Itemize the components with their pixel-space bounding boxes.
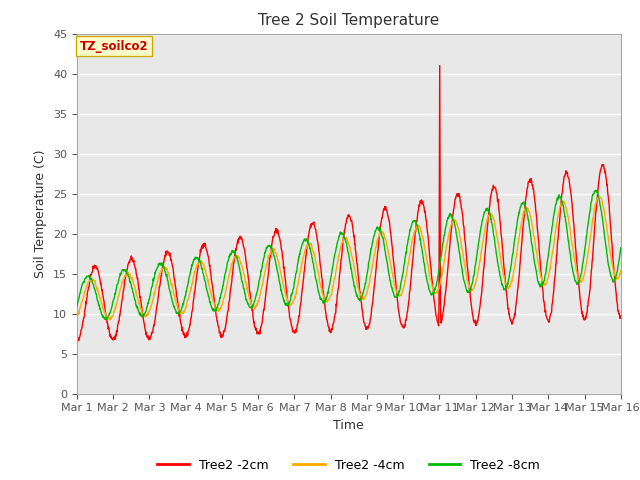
Title: Tree 2 Soil Temperature: Tree 2 Soil Temperature (258, 13, 440, 28)
Tree2 -4cm (553, 221, 561, 227)
Tree2 -2cm (434, 318, 442, 324)
Line: Tree2 -2cm: Tree2 -2cm (77, 66, 621, 341)
Tree2 -2cm (74, 338, 81, 344)
Tree2 -4cm (617, 267, 625, 273)
Tree2 -2cm (73, 336, 81, 342)
Tree2 -8cm (434, 276, 442, 282)
Tree2 -4cm (73, 314, 81, 320)
Text: TZ_soilco2: TZ_soilco2 (79, 40, 148, 53)
Tree2 -8cm (195, 255, 202, 261)
Tree2 -4cm (595, 193, 603, 199)
Tree2 -4cm (255, 296, 263, 302)
Tree2 -4cm (195, 261, 202, 266)
Line: Tree2 -4cm: Tree2 -4cm (77, 196, 621, 320)
Tree2 -2cm (553, 252, 561, 258)
Tree2 -2cm (195, 263, 202, 269)
Tree2 -4cm (106, 317, 114, 323)
Tree2 -2cm (436, 63, 444, 69)
Line: Tree2 -8cm: Tree2 -8cm (77, 190, 621, 320)
Tree2 -8cm (505, 277, 513, 283)
Tree2 -2cm (255, 331, 263, 337)
X-axis label: Time: Time (333, 419, 364, 432)
Tree2 -2cm (505, 312, 513, 317)
Tree2 -4cm (181, 306, 189, 312)
Tree2 -8cm (255, 278, 263, 284)
Tree2 -8cm (553, 199, 561, 204)
Tree2 -8cm (73, 303, 81, 309)
Y-axis label: Soil Temperature (C): Soil Temperature (C) (35, 149, 47, 278)
Tree2 -4cm (505, 284, 513, 290)
Legend: Tree2 -2cm, Tree2 -4cm, Tree2 -8cm: Tree2 -2cm, Tree2 -4cm, Tree2 -8cm (152, 454, 545, 477)
Tree2 -8cm (592, 187, 600, 193)
Tree2 -8cm (102, 317, 109, 323)
Tree2 -2cm (617, 313, 625, 319)
Tree2 -8cm (617, 245, 625, 251)
Tree2 -4cm (434, 289, 442, 295)
Tree2 -8cm (181, 293, 189, 299)
Tree2 -2cm (181, 335, 189, 341)
